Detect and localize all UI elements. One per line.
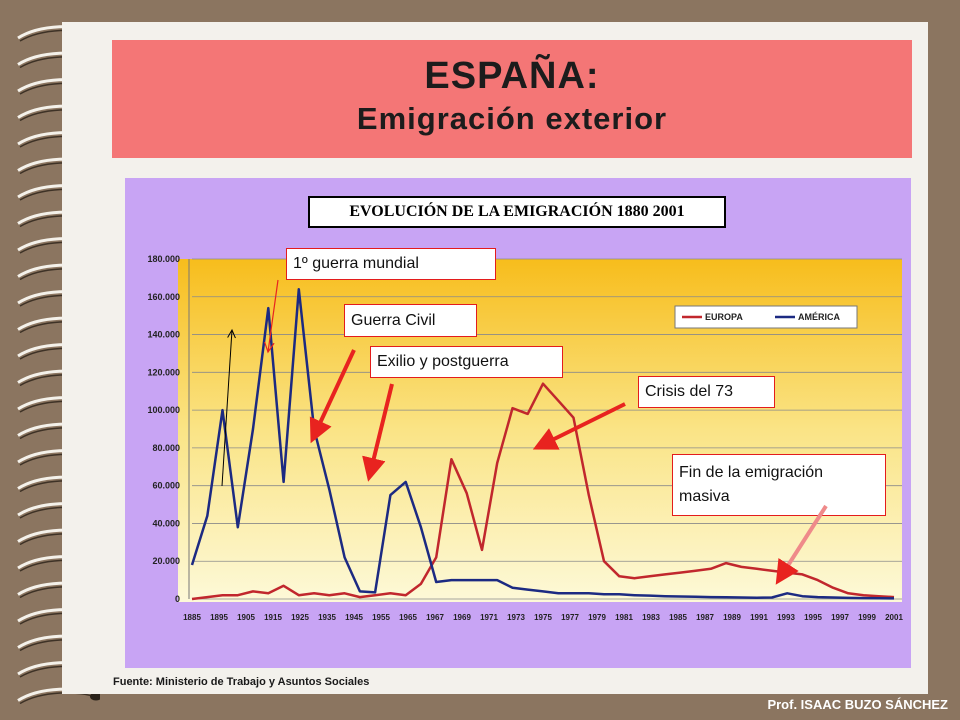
slide-subtitle: Emigración exterior (356, 101, 668, 136)
y-tick-label: 0 (175, 594, 180, 604)
x-tick-label: 1997 (831, 613, 849, 622)
y-tick-label: 40.000 (152, 518, 180, 528)
y-tick-label: 180.000 (147, 254, 180, 264)
y-tick-label: 20.000 (152, 556, 180, 566)
x-tick-label: 1983 (642, 613, 660, 622)
x-tick-label: 1987 (696, 613, 714, 622)
legend-label: EUROPA (705, 312, 743, 322)
annotation-end-line-2: masiva (679, 488, 730, 505)
legend-label: AMÉRICA (798, 312, 840, 322)
spiral-hole (90, 692, 100, 701)
x-tick-label: 1979 (588, 613, 606, 622)
x-tick-label: 1915 (264, 613, 282, 622)
x-tick-label: 1967 (426, 613, 444, 622)
x-tick-label: 1955 (372, 613, 390, 622)
x-tick-label: 2001 (885, 613, 903, 622)
annotation-end-line-1: Fin de la emigración (679, 464, 824, 481)
series-line-américa (190, 287, 895, 600)
annotation-end-emigration: Fin de la emigración masiva (672, 454, 886, 516)
x-tick-label: 1991 (750, 613, 768, 622)
x-tick-label: 1995 (804, 613, 822, 622)
slide-header: ESPAÑA: Emigración exterior (112, 40, 912, 158)
legend-box (674, 305, 858, 329)
x-tick-label: 1885 (183, 613, 201, 622)
legend: EUROPA AMÉRICA (674, 305, 858, 329)
y-tick-label: 140.000 (147, 330, 180, 340)
source-note: Fuente: Ministerio de Trabajo y Asuntos … (113, 676, 370, 688)
x-tick-label: 1981 (615, 613, 633, 622)
annotation-civil-war: Guerra Civil (344, 304, 477, 337)
annotation-ww1: 1º guerra mundial (286, 248, 496, 280)
x-tick-label: 1989 (723, 613, 741, 622)
slide-title: ESPAÑA: (424, 55, 600, 97)
y-tick-label: 60.000 (152, 481, 180, 491)
y-tick-label: 120.000 (147, 367, 180, 377)
x-tick-label: 1925 (291, 613, 309, 622)
x-tick-label: 1993 (777, 613, 795, 622)
x-tick-label: 1985 (669, 613, 687, 622)
x-tick-label: 1973 (507, 613, 525, 622)
x-tick-label: 1999 (858, 613, 876, 622)
emigration-chart: 0 20.000 40.000 60.000 80.000 100.000 120.000 1… (147, 254, 903, 622)
x-tick-label: 1969 (453, 613, 471, 622)
x-tick-label: 1895 (210, 613, 228, 622)
y-tick-label: 160.000 (147, 292, 180, 302)
x-tick-label: 1945 (345, 613, 363, 622)
x-tick-label: 1965 (399, 613, 417, 622)
author-credit: Prof. ISAAC BUZO SÁNCHEZ (767, 697, 948, 712)
x-tick-label: 1971 (480, 613, 498, 622)
annotation-crisis-73: Crisis del 73 (638, 376, 775, 408)
x-tick-label: 1905 (237, 613, 255, 622)
x-tick-label: 1935 (318, 613, 336, 622)
x-tick-label: 1975 (534, 613, 552, 622)
chart-title: EVOLUCIÓN DE LA EMIGRACIÓN 1880 2001 (308, 196, 726, 228)
x-tick-label: 1977 (561, 613, 579, 622)
y-tick-label: 80.000 (152, 443, 180, 453)
annotation-exile: Exilio y postguerra (370, 346, 563, 378)
y-tick-label: 100.000 (147, 405, 180, 415)
